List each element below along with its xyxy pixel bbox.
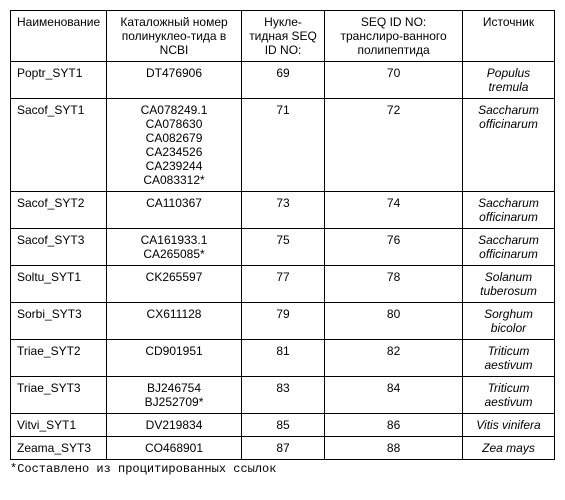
catalog-entry: CA161933.1	[113, 233, 235, 247]
table-row: Zeama_SYT3 CO468901 8788Zea mays	[11, 437, 555, 460]
cell-catalog: DV219834	[107, 414, 242, 437]
cell-seqid: 74	[325, 192, 463, 229]
cell-seqid: 72	[325, 99, 463, 192]
cell-source: Triticum aestivum	[462, 377, 554, 414]
cell-nucleotide: 85	[241, 414, 324, 437]
cell-nucleotide: 75	[241, 229, 324, 266]
cell-catalog: CK265597	[107, 266, 242, 303]
cell-seqid: 70	[325, 62, 463, 99]
catalog-entry: CA110367	[113, 196, 235, 210]
header-row: Наименование Каталожный номер полинуклео…	[11, 11, 555, 62]
catalog-entry: BJ252709*	[113, 395, 235, 409]
catalog-entry: CA265085*	[113, 247, 235, 261]
cell-nucleotide: 73	[241, 192, 324, 229]
cell-seqid: 76	[325, 229, 463, 266]
cell-catalog: CA161933.1CA265085*	[107, 229, 242, 266]
cell-seqid: 80	[325, 303, 463, 340]
cell-source: Solanum tuberosum	[462, 266, 554, 303]
cell-name: Poptr_SYT1	[11, 62, 107, 99]
catalog-entry: CA239244	[113, 159, 235, 173]
catalog-entry: DT476906	[113, 66, 235, 80]
table-row: Vitvi_SYT1 DV219834 8586Vitis vinifera	[11, 414, 555, 437]
cell-nucleotide: 79	[241, 303, 324, 340]
table-row: Sacof_SYT3CA161933.1CA265085*7576Sacchar…	[11, 229, 555, 266]
catalog-entry: CD901951	[113, 344, 235, 358]
cell-source: Saccharum officinarum	[462, 192, 554, 229]
cell-source: Saccharum officinarum	[462, 99, 554, 192]
header-nucleotide: Нукле-тидная SEQ ID NO:	[241, 11, 324, 62]
cell-source: Zea mays	[462, 437, 554, 460]
cell-source: Populus tremula	[462, 62, 554, 99]
catalog-entry: CK265597	[113, 270, 235, 284]
cell-catalog: CA110367	[107, 192, 242, 229]
cell-name: Sacof_SYT2	[11, 192, 107, 229]
cell-nucleotide: 69	[241, 62, 324, 99]
catalog-entry: DV219834	[113, 418, 235, 432]
cell-name: Sacof_SYT1	[11, 99, 107, 192]
table-row: Sorbi_SYT3 CX611128 7980Sorghum bicolor	[11, 303, 555, 340]
cell-name: Triae_SYT2	[11, 340, 107, 377]
cell-name: Vitvi_SYT1	[11, 414, 107, 437]
cell-catalog: BJ246754BJ252709*	[107, 377, 242, 414]
catalog-entry: CA078249.1	[113, 103, 235, 117]
catalog-entry: BJ246754	[113, 381, 235, 395]
cell-catalog: CX611128	[107, 303, 242, 340]
cell-name: Zeama_SYT3	[11, 437, 107, 460]
catalog-entry: CA078630	[113, 117, 235, 131]
cell-nucleotide: 87	[241, 437, 324, 460]
cell-source: Sorghum bicolor	[462, 303, 554, 340]
cell-nucleotide: 77	[241, 266, 324, 303]
table-row: Triae_SYT3BJ246754BJ252709*8384Triticum …	[11, 377, 555, 414]
catalog-entry: CA234526	[113, 145, 235, 159]
cell-nucleotide: 83	[241, 377, 324, 414]
header-name: Наименование	[11, 11, 107, 62]
cell-source: Triticum aestivum	[462, 340, 554, 377]
cell-catalog: CO468901	[107, 437, 242, 460]
catalog-entry: CX611128	[113, 307, 235, 321]
cell-name: Sacof_SYT3	[11, 229, 107, 266]
cell-catalog: CD901951	[107, 340, 242, 377]
cell-name: Soltu_SYT1	[11, 266, 107, 303]
cell-seqid: 86	[325, 414, 463, 437]
cell-seqid: 78	[325, 266, 463, 303]
cell-catalog: DT476906	[107, 62, 242, 99]
catalog-entry: CO468901	[113, 441, 235, 455]
sequence-table: Наименование Каталожный номер полинуклео…	[10, 10, 555, 460]
cell-seqid: 84	[325, 377, 463, 414]
table-row: Poptr_SYT1 DT476906 6970Populus tremula	[11, 62, 555, 99]
cell-catalog: CA078249.1CA078630CA082679CA234526CA2392…	[107, 99, 242, 192]
cell-name: Sorbi_SYT3	[11, 303, 107, 340]
cell-name: Triae_SYT3	[11, 377, 107, 414]
header-source: Источник	[462, 11, 554, 62]
cell-seqid: 88	[325, 437, 463, 460]
table-row: Sacof_SYT2 CA110367 7374Saccharum officina…	[11, 192, 555, 229]
footnote: *Составлено из процитированных ссылок	[10, 462, 555, 476]
catalog-entry: CA082679	[113, 131, 235, 145]
cell-nucleotide: 81	[241, 340, 324, 377]
header-seqid: SEQ ID NO: транслиро-ванного полипептида	[325, 11, 463, 62]
table-row: Sacof_SYT1CA078249.1CA078630CA082679CA23…	[11, 99, 555, 192]
catalog-entry: CA083312*	[113, 173, 235, 187]
cell-nucleotide: 71	[241, 99, 324, 192]
table-row: Soltu_SYT1 CK265597 7778Solanum tuberosum	[11, 266, 555, 303]
cell-source: Saccharum officinarum	[462, 229, 554, 266]
header-catalog: Каталожный номер полинуклео-тида в NCBI	[107, 11, 242, 62]
table-row: Triae_SYT2 CD901951 8182Triticum aestivum	[11, 340, 555, 377]
cell-source: Vitis vinifera	[462, 414, 554, 437]
cell-seqid: 82	[325, 340, 463, 377]
